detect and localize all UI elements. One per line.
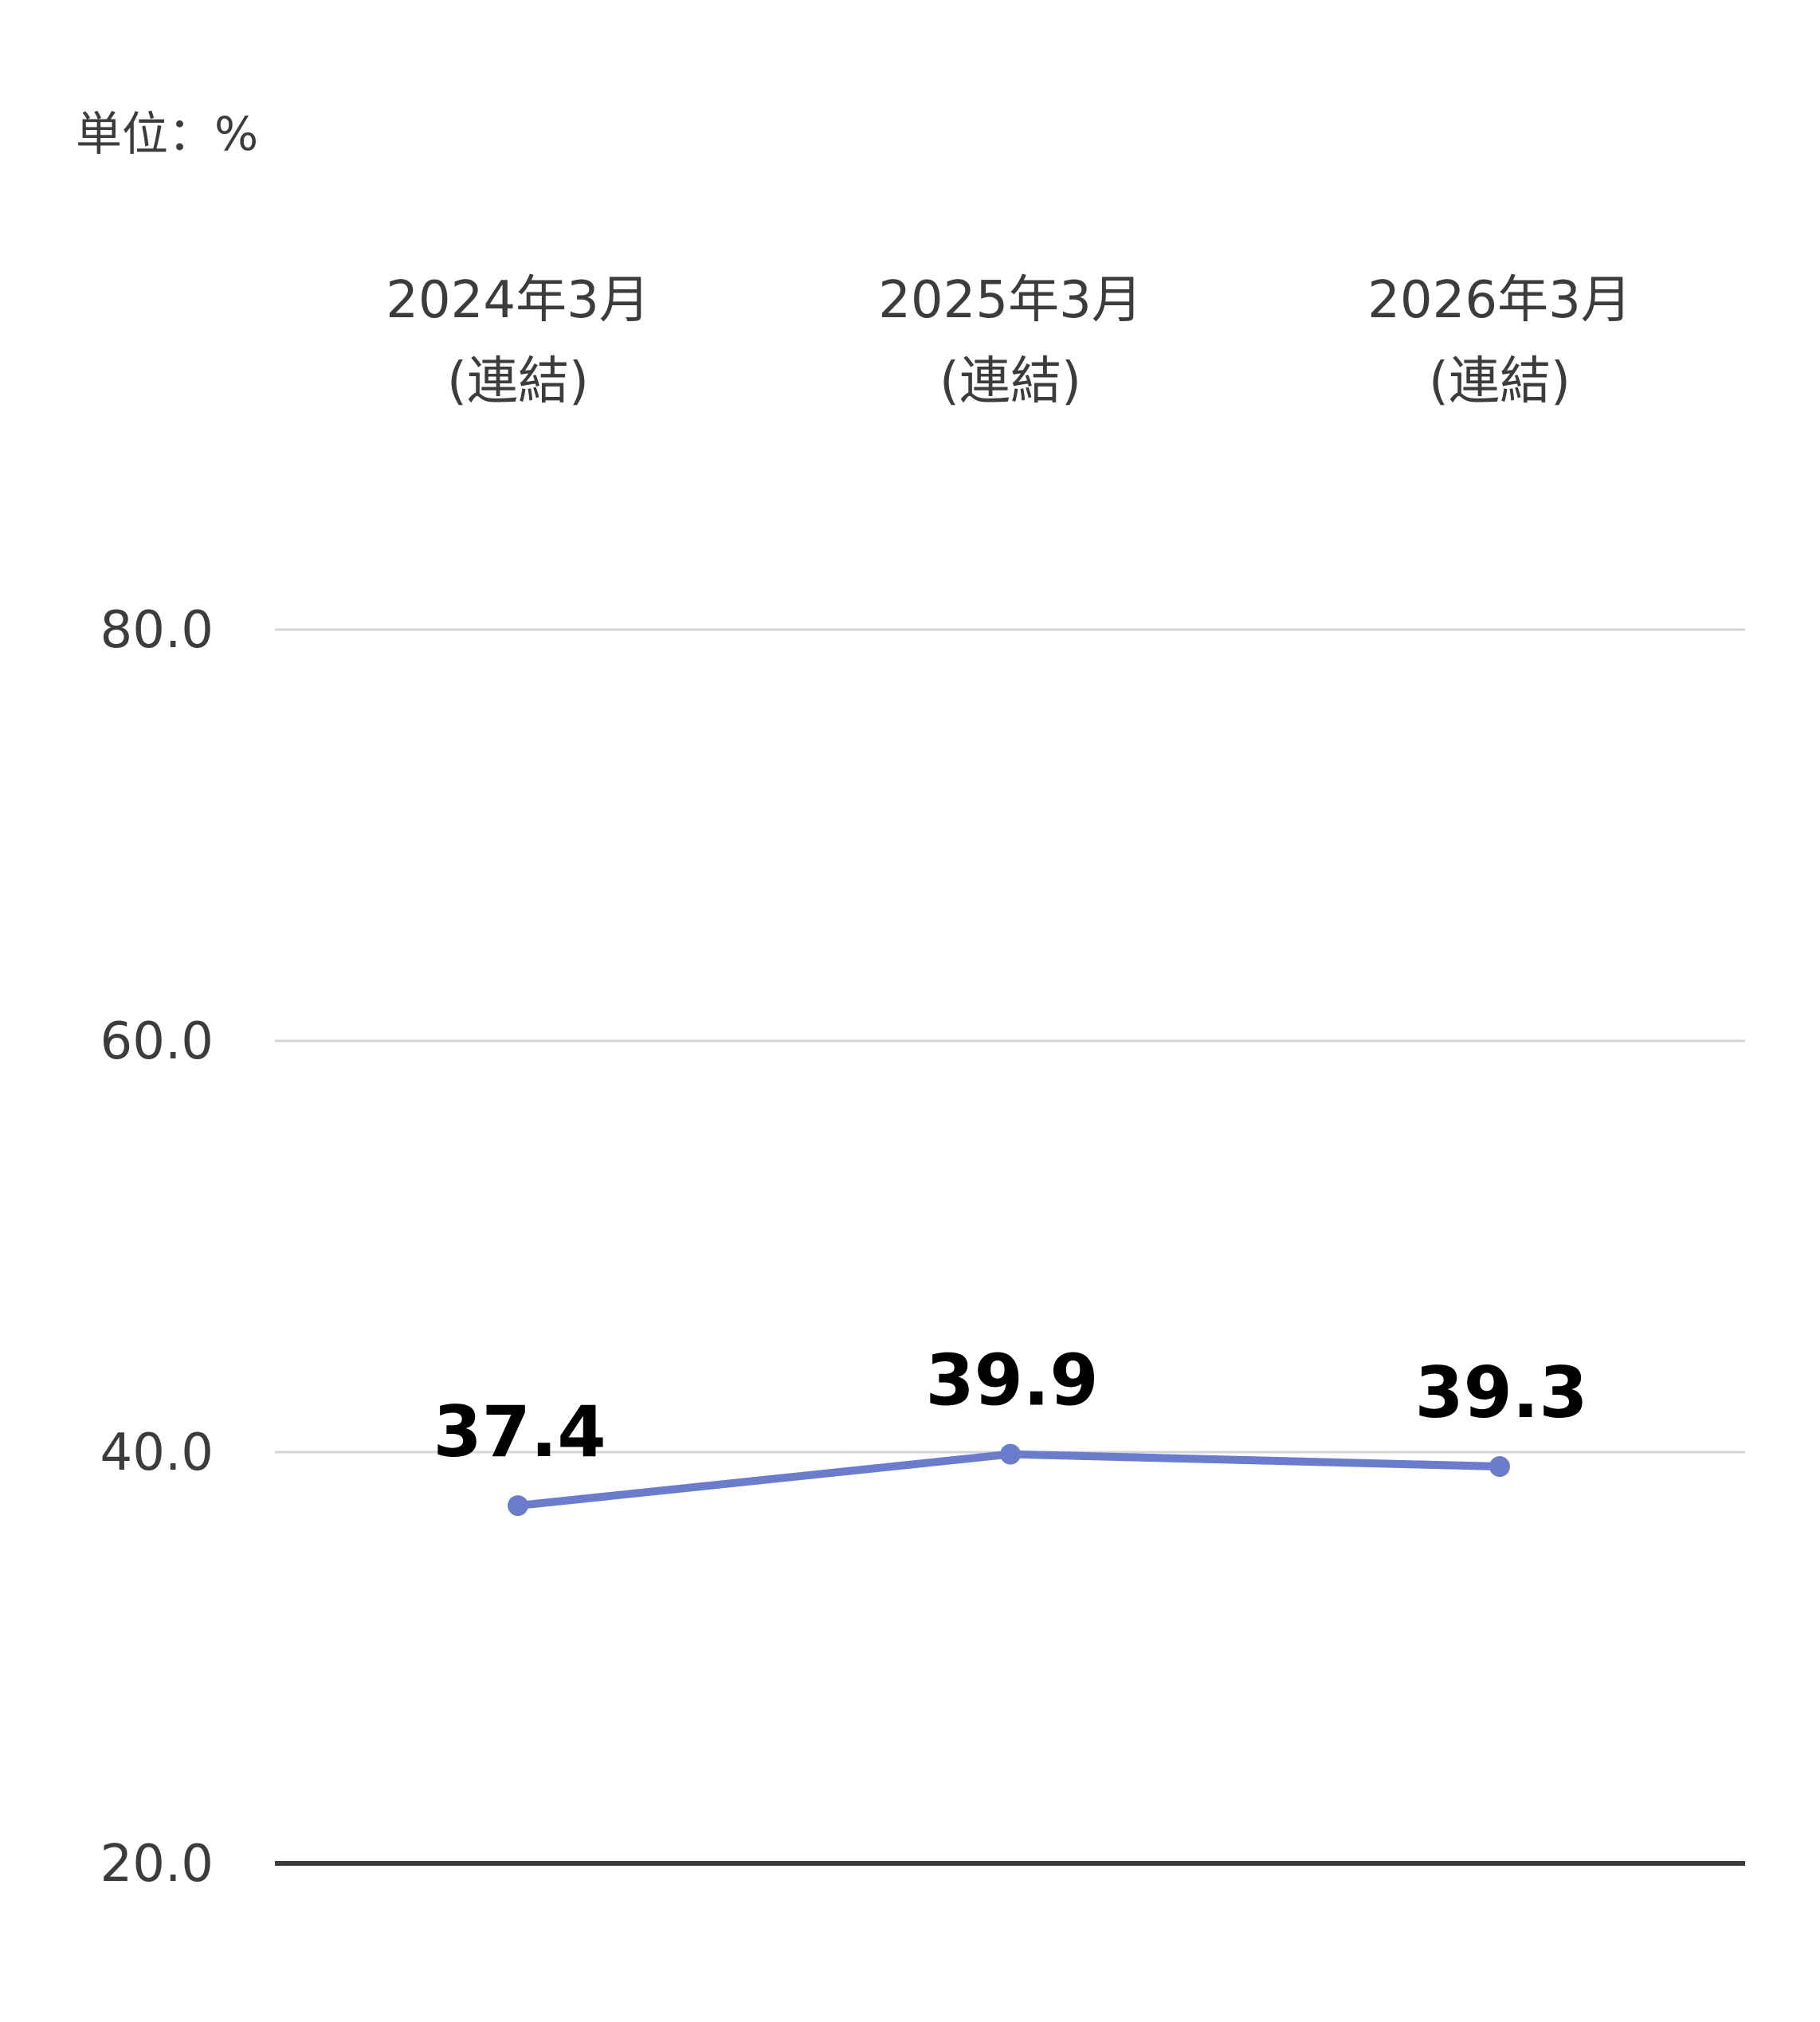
- y-tick-label: 60.0: [100, 1012, 214, 1071]
- y-tick-label: 20.0: [100, 1835, 214, 1894]
- data-label: 37.4: [433, 1391, 606, 1473]
- category-labels: 2024年3月 (連結) 2025年3月 (連結) 2026年3月 (連結): [386, 271, 1632, 411]
- unit-label: 単位：%: [76, 107, 258, 161]
- y-tick-label: 40.0: [100, 1423, 214, 1482]
- data-labels: 37.4 39.9 39.3: [433, 1340, 1587, 1474]
- series-layer: [508, 1443, 1510, 1517]
- category-label: (連結): [1429, 352, 1571, 411]
- data-point: [508, 1495, 528, 1517]
- data-label: 39.3: [1414, 1352, 1587, 1434]
- data-point: [1000, 1443, 1021, 1465]
- category-label: (連結): [939, 352, 1081, 411]
- y-tick-label: 80.0: [100, 601, 214, 660]
- category-label: 2024年3月: [386, 271, 650, 330]
- gridlines: [275, 628, 1745, 1866]
- data-point: [1489, 1456, 1510, 1478]
- y-axis-ticks: 20.0 40.0 60.0 80.0: [100, 601, 214, 1894]
- data-label: 39.9: [925, 1340, 1098, 1422]
- category-label: 2026年3月: [1367, 271, 1632, 330]
- category-label: (連結): [447, 352, 589, 411]
- category-label: 2025年3月: [878, 271, 1143, 330]
